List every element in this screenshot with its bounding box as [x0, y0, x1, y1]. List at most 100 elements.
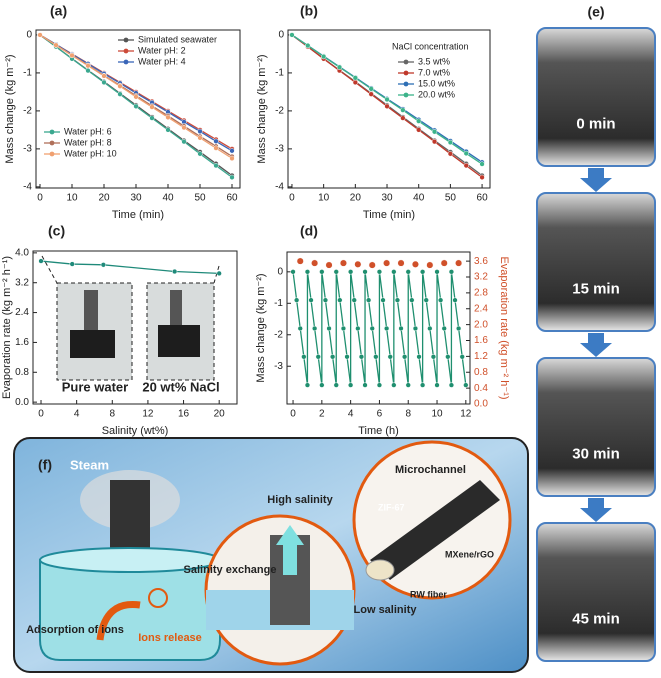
data-point [369, 325, 375, 332]
data-point [315, 354, 321, 360]
x-tick-label: 60 [226, 193, 238, 204]
data-point [133, 94, 139, 100]
data-point [352, 75, 358, 81]
data-point [337, 297, 343, 303]
y-tick-label: -2 [23, 106, 32, 117]
legend-label: Water pH: 8 [64, 137, 112, 147]
y-tick-label: 2.4 [15, 307, 29, 318]
data-point [165, 127, 171, 133]
data-point [149, 115, 155, 121]
data-point [358, 354, 365, 360]
x-tick-label: 12 [460, 409, 472, 420]
y-tick-label: -2 [275, 106, 284, 117]
data-point [430, 354, 437, 360]
series-line [40, 260, 220, 275]
y-tick-label: 4.0 [15, 248, 29, 259]
panel-label: (c) [48, 223, 65, 239]
data-point [305, 42, 311, 49]
data-point [362, 269, 368, 275]
data-point [85, 67, 91, 74]
data-point [362, 382, 368, 388]
data-point [411, 260, 419, 268]
data-point [419, 269, 426, 275]
x-tick-label: 0 [290, 409, 296, 420]
panel-label: (a) [50, 3, 67, 19]
data-point [455, 325, 462, 332]
legend-marker [123, 37, 129, 43]
legend-label: 7.0 wt% [418, 67, 450, 77]
x-tick-label: 40 [413, 193, 425, 204]
data-point [400, 107, 406, 113]
inset-shape [70, 330, 115, 358]
legend-label: Water pH: 10 [64, 148, 117, 158]
data-point [333, 382, 339, 388]
legend-marker [123, 59, 129, 65]
data-point [427, 325, 433, 332]
inset-shape [170, 290, 182, 335]
y-tick-label: 1.6 [15, 337, 29, 348]
data-point [229, 155, 235, 162]
legend-marker [123, 48, 129, 54]
data-point [326, 325, 332, 332]
legend-label: 3.5 wt% [418, 56, 450, 66]
data-point [213, 138, 219, 144]
photo-label: 30 min [572, 446, 620, 463]
data-point [101, 79, 107, 86]
inset-shape [158, 325, 200, 357]
connector [41, 255, 58, 284]
y2-tick-label: 0.0 [474, 399, 488, 410]
data-point [319, 269, 325, 275]
x-tick-label: 8 [110, 409, 116, 420]
data-point [447, 139, 454, 146]
x-tick-label: 12 [142, 409, 154, 420]
data-point [165, 114, 171, 121]
data-point [434, 382, 440, 388]
data-point [197, 135, 203, 141]
data-point [355, 325, 361, 332]
legend-marker [403, 81, 409, 87]
data-point [308, 297, 314, 303]
data-point [452, 297, 458, 303]
y-axis-label: Mass change (kg m⁻²) [256, 54, 268, 163]
data-point [325, 261, 333, 269]
plot-frame [32, 250, 238, 405]
diagram-label: Ions release [138, 632, 202, 644]
y-tick-label: -3 [274, 361, 283, 372]
legend-marker [403, 70, 409, 76]
data-point [426, 261, 434, 269]
legend-label: Water pH: 6 [64, 126, 112, 136]
legend-marker [49, 140, 55, 146]
inset-photos: Pure water 20 wt% NaCl [41, 255, 220, 394]
data-point [405, 269, 411, 275]
plot-frame [286, 251, 471, 405]
y-tick-label: 3.2 [15, 277, 29, 288]
x-tick-label: 60 [477, 193, 489, 204]
x-tick-label: 20 [214, 409, 226, 420]
x-tick-label: 30 [130, 193, 142, 204]
diagram-label: Steam [70, 457, 109, 472]
data-point [311, 259, 319, 267]
data-point [412, 325, 419, 332]
data-point [100, 262, 107, 268]
panel-label: (d) [300, 223, 318, 239]
y2-tick-label: 3.2 [474, 272, 488, 283]
data-point [197, 151, 203, 157]
x-axis-label: Time (min) [363, 209, 415, 221]
y-tick-label: -4 [23, 182, 32, 193]
y-tick-label: -2 [274, 329, 283, 340]
data-point [384, 96, 390, 103]
legend-label: Simulated seawater [138, 34, 217, 44]
panel-label: (b) [300, 3, 318, 19]
data-point [352, 79, 358, 86]
x-tick-label: 8 [405, 409, 411, 420]
legend-title: NaCl concentration [392, 41, 469, 51]
data-point [85, 63, 91, 69]
diagram-label: Low salinity [354, 604, 418, 616]
x-tick-label: 4 [74, 409, 80, 420]
y-tick-label: -1 [23, 68, 32, 79]
data-point [297, 325, 303, 332]
zoom-circle [148, 588, 168, 608]
data-point [445, 354, 451, 360]
diagram-label: MXene/rGO [445, 549, 494, 559]
diagram-label: RW fiber [410, 589, 447, 599]
